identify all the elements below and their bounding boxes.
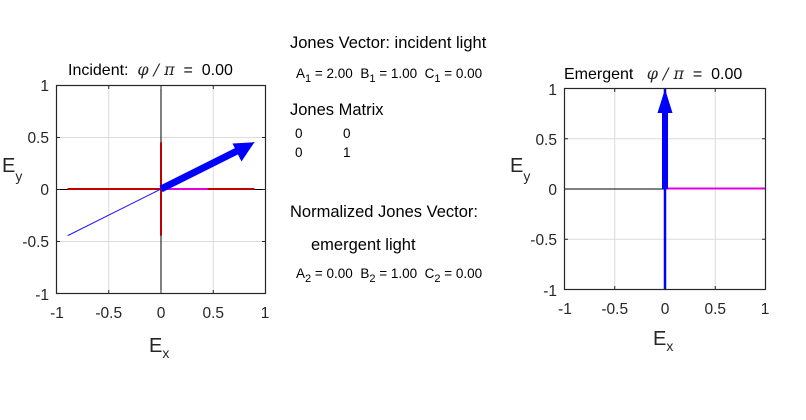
incident-x-axis-label: Ex [149,335,169,361]
emergent-vector-heading: Normalized Jones Vector: [290,203,479,221]
svg-text:-1: -1 [50,305,64,322]
svg-text:0: 0 [157,305,166,322]
matrix-cell-21: 0 [295,145,303,160]
svg-text:1: 1 [261,305,270,322]
incident-y-tick-labels: -1 -0.5 0 0.5 1 [22,78,49,304]
svg-text:-1: -1 [558,301,572,318]
emergent-b-value: B2 = 1.00 [360,266,418,285]
emergent-plot-title: Emergent φ / π = 0.00 [564,64,743,83]
emergent-y-tick-labels: -1 -0.5 0 0.5 1 [530,82,557,300]
emergent-c-value: C2 = 0.00 [424,266,483,285]
incident-vector-shaft [159,147,239,193]
svg-text:-0.5: -0.5 [22,234,49,251]
emergent-y-axis-label: Ey [510,155,530,184]
incident-x-tick-labels: -1 -0.5 0 0.5 1 [50,305,269,322]
matrix-cell-12: 0 [343,126,351,141]
matrix-cell-22: 1 [343,145,351,160]
svg-text:1: 1 [548,82,557,99]
svg-text:0: 0 [40,182,49,199]
svg-text:0.5: 0.5 [27,130,49,147]
jones-matrix-heading: Jones Matrix [290,101,384,119]
incident-plot-frame [55,84,267,295]
svg-text:1: 1 [40,78,49,95]
incident-plot-title: Incident: φ / π = 0.00 [68,60,233,79]
svg-text:0: 0 [661,301,670,318]
svg-text:-0.5: -0.5 [601,301,628,318]
emergent-vector-subheading: emergent light [311,236,416,254]
jones-matrix-row-2: 0 1 [295,145,391,164]
svg-text:0.5: 0.5 [202,305,224,322]
emergent-x-axis-label: Ex [653,328,673,354]
svg-text:-0.5: -0.5 [95,305,122,322]
svg-text:-1: -1 [543,283,557,300]
matrix-cell-11: 0 [295,126,303,141]
incident-y-axis-label: Ey [2,155,22,184]
jones-matrix: 0 0 0 1 [295,126,391,164]
svg-text:-0.5: -0.5 [530,232,557,249]
emergent-vector-values: A2 = 0.00 B2 = 1.00 C2 = 0.00 [296,266,483,285]
jones-matrix-row-1: 0 0 [295,126,391,145]
incident-vector-values: A1 = 2.00 B1 = 1.00 C1 = 0.00 [296,66,483,85]
emergent-plot-frame [563,87,767,291]
svg-text:0.5: 0.5 [535,132,557,149]
emergent-x-tick-labels: -1 -0.5 0 0.5 1 [558,301,769,318]
incident-c-value: C1 = 0.00 [424,66,483,85]
incident-a-value: A1 = 2.00 [296,66,353,85]
svg-text:1: 1 [761,301,770,318]
emergent-plot-axes: -1 -0.5 0 0.5 1 -1 -0.5 0 0.5 1 Ex Ey [510,82,769,354]
emergent-vector-arrowhead-icon [657,89,673,113]
svg-text:-1: -1 [35,287,49,304]
svg-text:0.5: 0.5 [704,301,726,318]
svg-text:0: 0 [548,182,557,199]
incident-plot-axes: -1 -0.5 0 0.5 1 -1 -0.5 0 0.5 1 Ex Ey [2,78,269,361]
emergent-a-value: A2 = 0.00 [296,266,353,285]
incident-vector-arrowhead-icon [232,142,255,162]
incident-b-value: B1 = 1.00 [360,66,418,85]
incident-vector-heading: Jones Vector: incident light [290,34,487,52]
